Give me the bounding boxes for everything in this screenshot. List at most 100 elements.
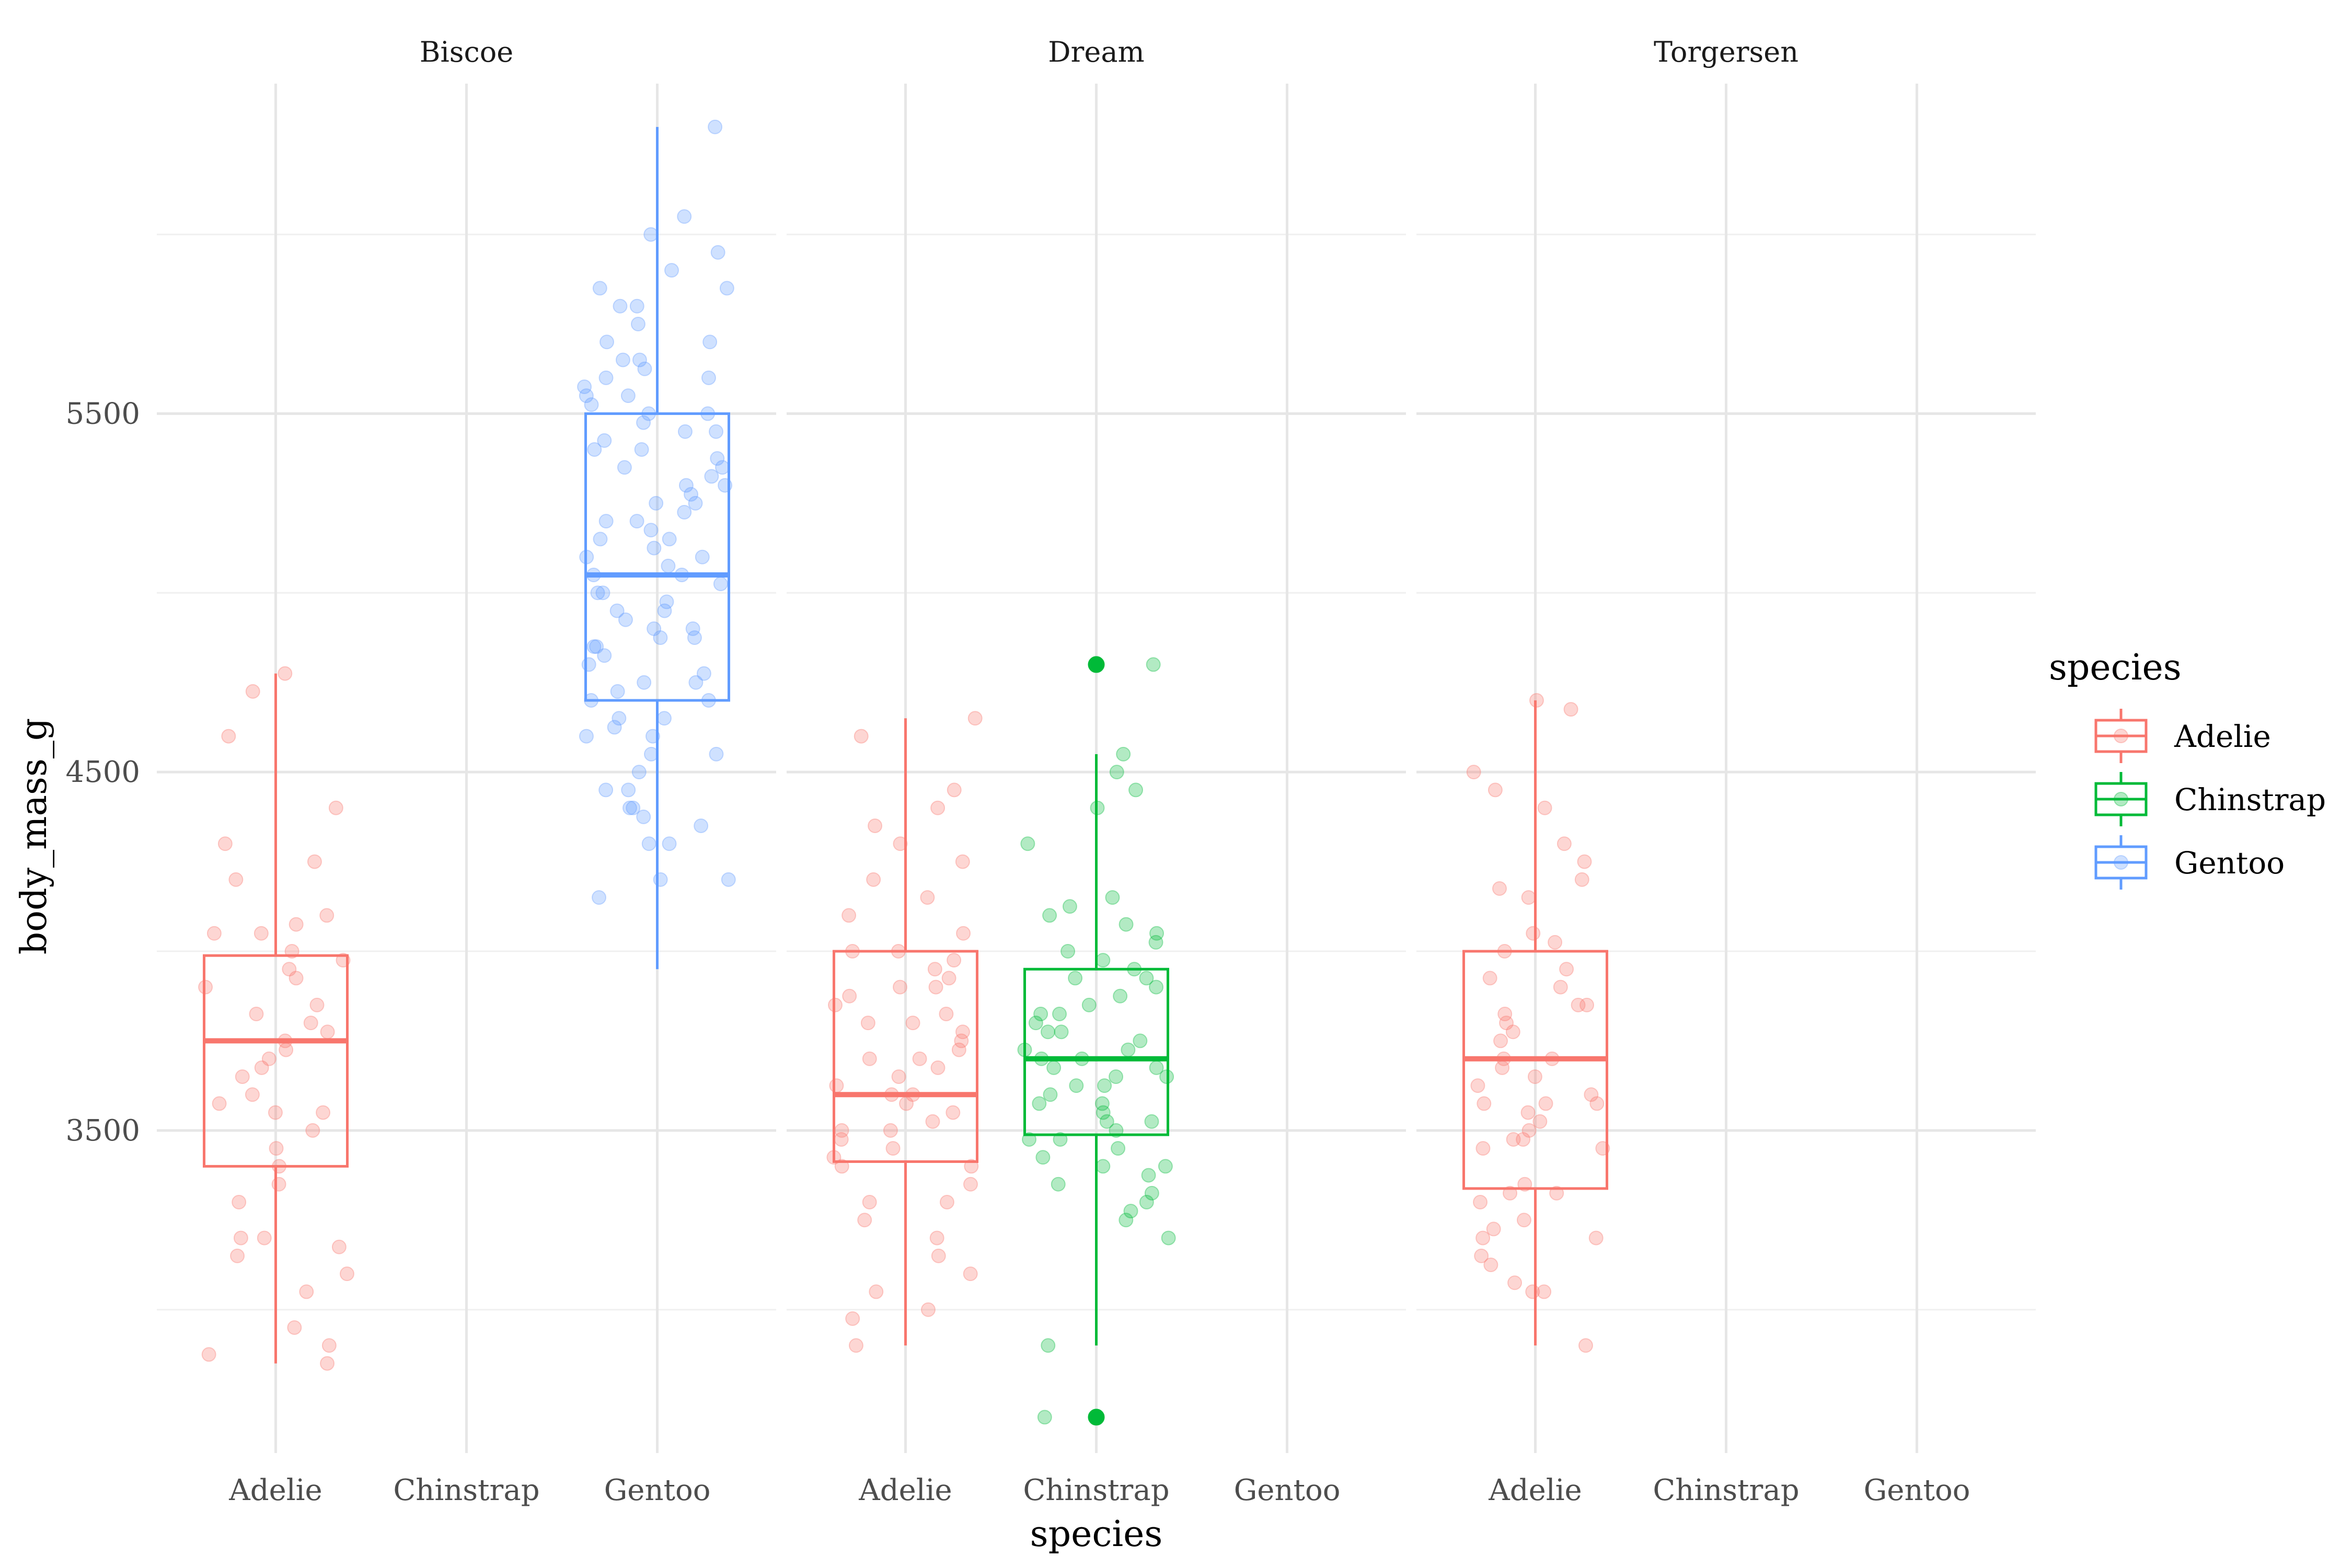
data-point [1040, 1024, 1055, 1040]
data-point [592, 281, 607, 296]
data-point [1028, 1016, 1043, 1031]
data-point [1548, 935, 1563, 950]
data-point [609, 603, 625, 618]
x-tick-label: Gentoo [1234, 1473, 1341, 1507]
data-point [586, 639, 602, 654]
data-point [928, 979, 943, 995]
data-point [630, 317, 645, 331]
legend-title: species [2049, 647, 2182, 688]
data-point [967, 711, 983, 726]
data-point [1105, 890, 1120, 905]
x-tick-label: Adelie [1488, 1473, 1582, 1507]
data-point [1563, 702, 1578, 717]
boxplots [203, 126, 1608, 1426]
data-point [637, 361, 652, 376]
data-point [622, 800, 637, 815]
data-point [1488, 782, 1503, 798]
data-point [287, 1320, 302, 1335]
data-point [221, 729, 236, 744]
data-point [860, 1016, 875, 1031]
data-point [1069, 1078, 1084, 1093]
x-tick-label: Adelie [228, 1473, 322, 1507]
data-point [862, 1195, 877, 1209]
data-point [656, 711, 672, 726]
data-point [1516, 1213, 1531, 1228]
data-point [643, 523, 659, 538]
data-point [282, 962, 297, 977]
data-point [893, 836, 908, 851]
data-point [1116, 746, 1131, 762]
data-point [701, 370, 716, 385]
data-point [1538, 1096, 1553, 1111]
box [584, 412, 730, 702]
data-point [649, 495, 664, 511]
jitter-points [198, 119, 1610, 1425]
y-tick-label: 5500 [65, 397, 140, 431]
data-point [305, 1123, 320, 1138]
data-point [620, 388, 636, 403]
outlier-point [1088, 656, 1105, 673]
data-point [577, 379, 592, 394]
data-point [930, 1060, 946, 1075]
data-point [1111, 1141, 1126, 1156]
facet-label: Dream [1048, 36, 1144, 68]
data-point [1557, 836, 1572, 851]
data-point [951, 1042, 966, 1057]
data-point [709, 746, 724, 762]
data-point [607, 720, 622, 735]
data-point [279, 1042, 294, 1057]
data-point [653, 872, 668, 887]
data-point [848, 1338, 863, 1353]
data-point [1483, 1258, 1498, 1272]
data-point [664, 263, 679, 278]
facet-label: Torgersen [1654, 36, 1798, 68]
data-point [710, 451, 725, 466]
x-tick-label: Chinstrap [393, 1473, 539, 1507]
data-point [653, 630, 668, 645]
data-point [1506, 1132, 1521, 1147]
data-point [1097, 1078, 1112, 1093]
data-point [1121, 1042, 1136, 1057]
data-point [929, 1230, 944, 1246]
data-point [1493, 1033, 1508, 1048]
data-point [678, 478, 694, 493]
data-point [1109, 1069, 1124, 1084]
data-point [695, 549, 710, 564]
data-point [704, 469, 719, 484]
data-point [662, 836, 677, 851]
data-point [206, 926, 222, 941]
data-point [1035, 1150, 1051, 1165]
data-point [927, 962, 942, 977]
data-point [1033, 1007, 1048, 1021]
data-point [1516, 1132, 1531, 1147]
data-point [920, 1302, 936, 1317]
data-point [201, 1347, 216, 1362]
data-point [235, 1069, 250, 1084]
data-point [637, 675, 652, 690]
data-point [581, 657, 596, 672]
data-point [1094, 1096, 1110, 1111]
data-point [1068, 971, 1083, 986]
data-point [1119, 917, 1134, 932]
data-point [696, 666, 711, 681]
data-point [1559, 962, 1574, 977]
data-point [1577, 854, 1592, 869]
data-point [587, 442, 602, 457]
data-point [597, 433, 612, 448]
data-point [1060, 944, 1076, 959]
data-point [634, 442, 649, 457]
data-point [702, 335, 718, 350]
legend: species Adelie Chinstrap Gentoo [2049, 647, 2326, 890]
data-point [1139, 971, 1154, 986]
data-point [939, 1007, 954, 1021]
data-point [1537, 1284, 1552, 1299]
data-point [1062, 899, 1077, 914]
data-point [868, 818, 883, 833]
data-point [319, 908, 335, 923]
data-point [321, 1338, 337, 1353]
data-point [1473, 1195, 1488, 1209]
data-point [1578, 1338, 1593, 1353]
data-point [1128, 782, 1144, 798]
data-point [1032, 1096, 1047, 1111]
data-point [629, 298, 644, 314]
